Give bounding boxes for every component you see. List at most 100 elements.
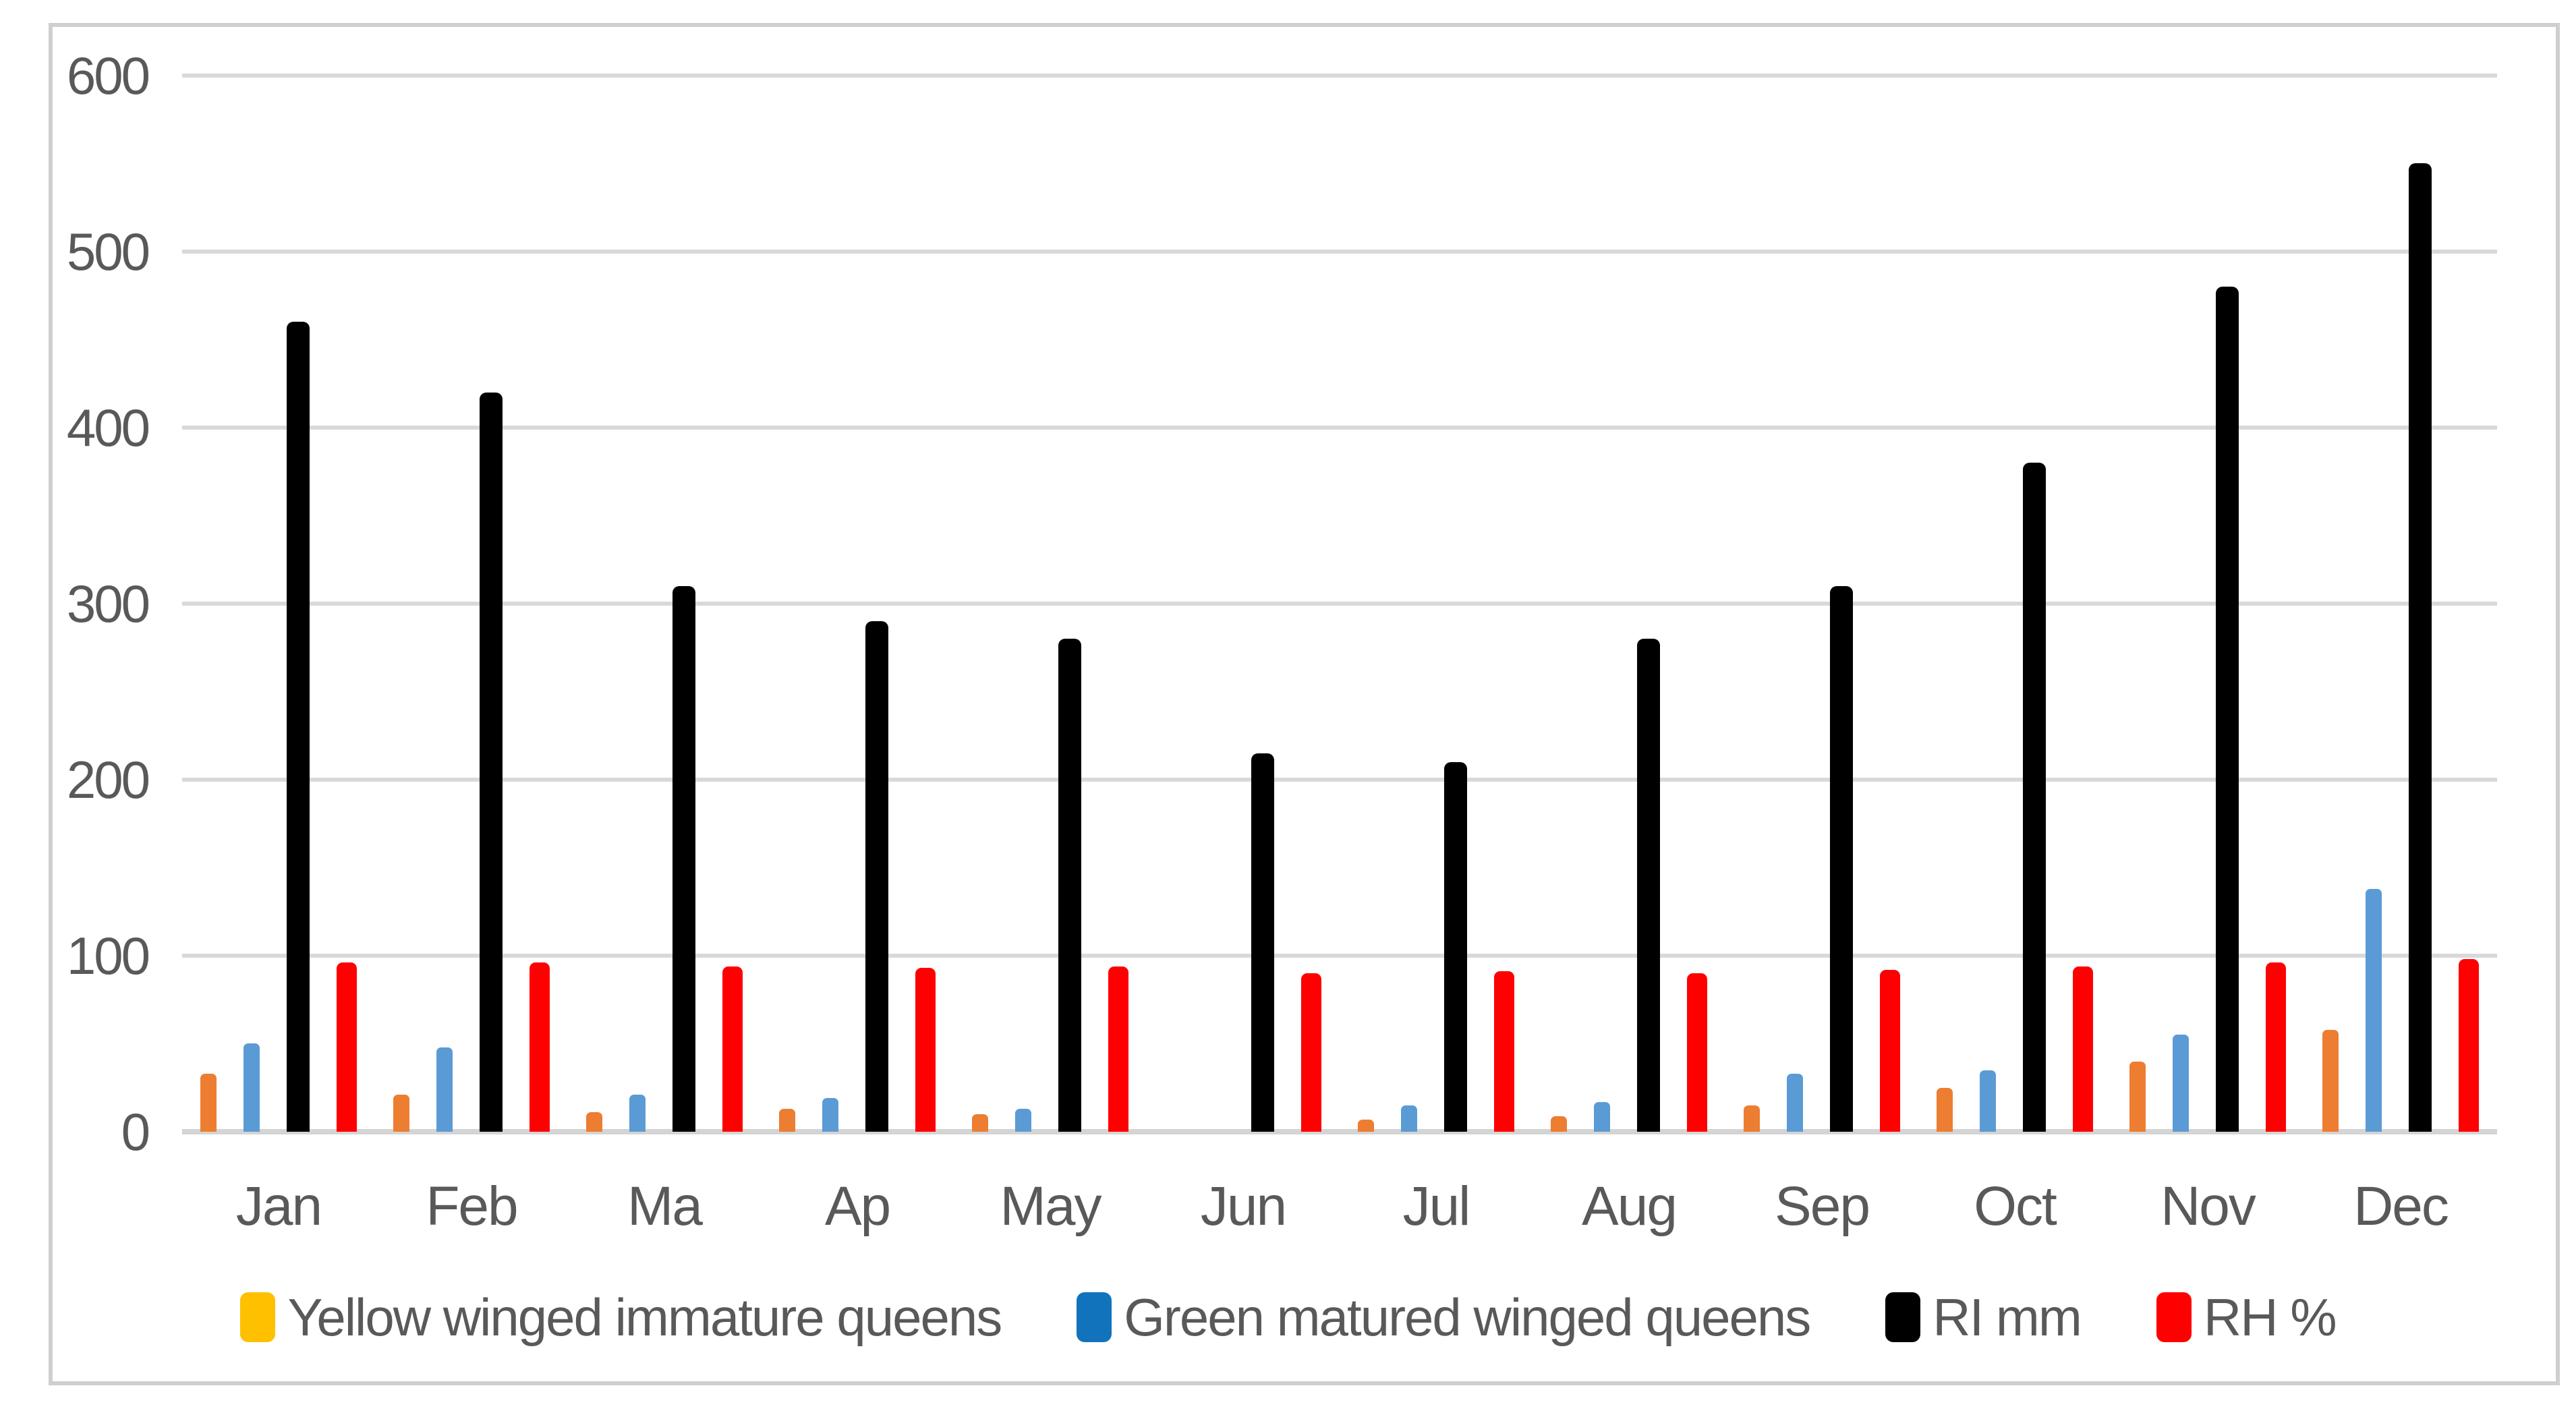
- bar-dec-green-matured-winged-queens: [2366, 889, 2382, 1132]
- legend-label: RH %: [2203, 1288, 2337, 1347]
- bar-nov-green-matured-winged-queens: [2173, 1035, 2189, 1132]
- bar-jan-rh-: [337, 962, 357, 1132]
- bar-group-aug: [1533, 76, 1725, 1132]
- x-label-ma: Ma: [627, 1176, 703, 1237]
- x-label-nov: Nov: [2160, 1176, 2256, 1237]
- bar-nov-ri-mm: [2216, 287, 2239, 1132]
- bar-group-dec: [2304, 76, 2497, 1132]
- bar-sep-yellow-winged-immature-queens: [1744, 1105, 1760, 1132]
- legend-item-green-matured-winged-queens: Green matured winged queens: [1077, 1287, 1811, 1348]
- bar-sep-ri-mm: [1830, 586, 1853, 1132]
- bar-feb-yellow-winged-immature-queens: [393, 1095, 409, 1132]
- bar-jun-rh-: [1301, 973, 1321, 1132]
- legend-label: Yellow winged immature queens: [287, 1288, 1002, 1347]
- bar-dec-rh-: [2459, 959, 2479, 1132]
- bar-group-sep: [1725, 76, 1918, 1132]
- x-label-jul: Jul: [1402, 1176, 1471, 1237]
- gridline-100: [182, 954, 2497, 958]
- bar-group-jul: [1340, 76, 1533, 1132]
- gridline-600: [182, 74, 2497, 78]
- x-axis-month-labels: Jan Feb Ma Ap May Jun Jul Aug Sep Oct Nov Dec: [182, 1175, 2497, 1238]
- gridline-200: [182, 778, 2497, 782]
- bar-feb-green-matured-winged-queens: [436, 1047, 453, 1132]
- legend-swatch-icon: [240, 1292, 276, 1342]
- bar-feb-rh-: [529, 962, 550, 1132]
- legend-item-rh-: RH %: [2156, 1287, 2337, 1348]
- bar-oct-ri-mm: [2023, 463, 2046, 1132]
- bar-ap-ri-mm: [865, 621, 888, 1132]
- bar-group-jan: [182, 76, 375, 1132]
- bar-aug-ri-mm: [1637, 639, 1660, 1132]
- bar-may-green-matured-winged-queens: [1015, 1109, 1031, 1132]
- bar-sep-green-matured-winged-queens: [1787, 1074, 1803, 1132]
- bar-ma-yellow-winged-immature-queens: [586, 1112, 602, 1132]
- y-tick-label-600: 600: [66, 46, 150, 105]
- bar-may-ri-mm: [1058, 639, 1081, 1132]
- y-tick-label-400: 400: [66, 398, 150, 457]
- x-label-dec: Dec: [2353, 1176, 2449, 1237]
- gridline-500: [182, 250, 2497, 254]
- bar-nov-rh-: [2266, 962, 2286, 1132]
- bar-dec-yellow-winged-immature-queens: [2322, 1030, 2339, 1132]
- bar-jan-green-matured-winged-queens: [244, 1043, 260, 1132]
- y-tick-label-300: 300: [66, 574, 150, 633]
- bar-ma-green-matured-winged-queens: [629, 1095, 646, 1132]
- x-label-jan: Jan: [235, 1176, 322, 1237]
- bar-ap-yellow-winged-immature-queens: [779, 1109, 795, 1132]
- x-label-aug: Aug: [1582, 1176, 1678, 1237]
- plot-area: [182, 76, 2497, 1132]
- bar-group-jun: [1147, 76, 1340, 1132]
- x-label-ap: Ap: [824, 1176, 891, 1237]
- bar-group-oct: [1918, 76, 2111, 1132]
- x-label-feb: Feb: [426, 1176, 518, 1237]
- legend-label: Green matured winged queens: [1124, 1288, 1811, 1347]
- legend-swatch-icon: [1885, 1292, 1921, 1342]
- bar-ap-green-matured-winged-queens: [822, 1098, 838, 1132]
- bar-aug-green-matured-winged-queens: [1594, 1102, 1610, 1132]
- x-axis-baseline: [182, 1129, 2497, 1134]
- legend: Yellow winged immature queens Green matur…: [0, 1287, 2576, 1348]
- bar-ma-rh-: [722, 966, 743, 1132]
- bar-aug-yellow-winged-immature-queens: [1551, 1116, 1567, 1132]
- bar-group-nov: [2111, 76, 2304, 1132]
- bar-group-ap: [761, 76, 954, 1132]
- legend-swatch-icon: [1077, 1292, 1112, 1342]
- bar-jul-green-matured-winged-queens: [1401, 1105, 1417, 1132]
- legend-label: RI mm: [1933, 1288, 2082, 1347]
- bar-group-may: [954, 76, 1147, 1132]
- y-tick-label-0: 0: [121, 1102, 150, 1161]
- x-label-may: May: [1000, 1176, 1102, 1237]
- y-tick-label-100: 100: [66, 926, 150, 985]
- bar-jul-yellow-winged-immature-queens: [1358, 1120, 1374, 1132]
- bar-sep-rh-: [1880, 970, 1900, 1132]
- bar-nov-yellow-winged-immature-queens: [2129, 1062, 2146, 1132]
- bar-may-yellow-winged-immature-queens: [972, 1114, 988, 1132]
- gridline-400: [182, 426, 2497, 430]
- bar-jun-ri-mm: [1251, 753, 1274, 1132]
- gridline-300: [182, 602, 2497, 606]
- bar-jul-rh-: [1494, 971, 1514, 1132]
- bar-ap-rh-: [915, 968, 936, 1132]
- bar-jan-ri-mm: [287, 322, 310, 1132]
- legend-swatch-icon: [2156, 1292, 2192, 1342]
- bar-feb-ri-mm: [480, 393, 503, 1132]
- bar-jul-ri-mm: [1444, 762, 1467, 1132]
- bar-group-feb: [375, 76, 568, 1132]
- legend-item-ri-mm: RI mm: [1885, 1287, 2082, 1348]
- bar-oct-rh-: [2073, 966, 2093, 1132]
- x-label-oct: Oct: [1974, 1176, 2057, 1237]
- y-tick-label-500: 500: [66, 222, 150, 281]
- x-label-sep: Sep: [1775, 1176, 1870, 1237]
- x-label-jun: Jun: [1200, 1176, 1287, 1237]
- bar-oct-yellow-winged-immature-queens: [1937, 1088, 1953, 1132]
- legend-item-yellow-winged-immature-queens: Yellow winged immature queens: [240, 1287, 1002, 1348]
- bar-dec-ri-mm: [2409, 163, 2432, 1132]
- bar-may-rh-: [1108, 966, 1128, 1132]
- bar-oct-green-matured-winged-queens: [1980, 1070, 1996, 1132]
- y-tick-label-200: 200: [66, 750, 150, 809]
- bar-group-ma: [568, 76, 761, 1132]
- bar-ma-ri-mm: [672, 586, 695, 1132]
- bar-jan-yellow-winged-immature-queens: [200, 1074, 217, 1132]
- bar-aug-rh-: [1687, 973, 1707, 1132]
